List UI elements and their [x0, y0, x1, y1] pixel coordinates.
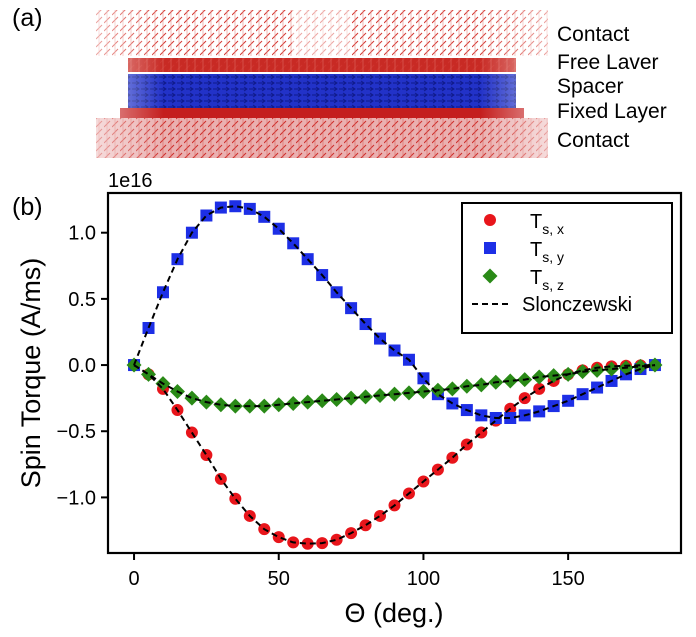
point-diamond-2-4 [184, 390, 200, 406]
point-diamond-2-6 [213, 397, 229, 413]
point-diamond-2-15 [343, 390, 359, 406]
layer-label-bottom-contact: Contact [557, 129, 630, 152]
point-diamond-2-22 [444, 381, 460, 397]
point-diamond-2-13 [314, 393, 330, 409]
y-tick-label: 0.5 [68, 289, 96, 311]
point-square-1-32 [591, 381, 604, 394]
layer-stack-illustration [96, 8, 548, 158]
legend-marker-circle [484, 214, 496, 226]
point-circle-0-12 [301, 537, 314, 550]
y-tick-label: −0.5 [57, 421, 96, 443]
layer-label-fixed-layer: Fixed Layer [557, 100, 667, 123]
layer-label-free-layer: Free Laver [557, 51, 659, 74]
point-diamond-2-11 [285, 395, 301, 411]
layer-label-spacer: Spacer [557, 75, 624, 98]
x-tick-label: 150 [551, 568, 584, 590]
legend-label-2: Ts, z [530, 267, 564, 293]
legend-label-0: Ts, x [530, 211, 564, 237]
point-square-1-7 [229, 200, 242, 213]
slonczewski-curve-1 [133, 205, 656, 419]
point-square-1-24 [475, 409, 488, 422]
point-square-1-2 [156, 286, 169, 299]
slonczewski-curve-2 [133, 364, 656, 408]
point-diamond-2-17 [372, 388, 388, 403]
legend-frame [461, 202, 673, 334]
point-circle-0-14 [330, 533, 343, 546]
x-tick-label: 0 [128, 568, 139, 590]
point-diamond-2-20 [415, 384, 431, 400]
x-tick-label: 100 [407, 568, 440, 590]
legend-label-slonczewski: Slonczewski [522, 294, 632, 316]
edge-fade [96, 8, 548, 158]
point-square-1-30 [562, 394, 575, 407]
y-tick-label: −1.0 [57, 487, 96, 509]
y-tick-label: 1.0 [68, 223, 96, 245]
legend-marker-square [484, 242, 496, 254]
panel-a-label: (a) [12, 4, 43, 32]
point-circle-0-10 [272, 531, 285, 544]
point-circle-0-16 [359, 519, 372, 532]
point-diamond-2-9 [256, 398, 272, 414]
panel-b-label: (b) [12, 193, 43, 221]
legend-label-1: Ts, y [530, 239, 564, 265]
y-tick-label: 0.0 [68, 355, 96, 377]
point-circle-0-5 [200, 449, 213, 462]
layer-label-top-contact: Contact [557, 23, 630, 46]
y-offset-text: 1e16 [108, 170, 153, 192]
x-axis-label: Θ (deg.) [344, 598, 443, 628]
x-ticks: 0 50 100 150 [128, 553, 585, 590]
point-diamond-2-24 [473, 377, 489, 393]
point-diamond-2-26 [502, 373, 518, 389]
point-square-1-1 [142, 322, 155, 334]
plot-frame [106, 191, 683, 555]
y-axis-label: Spin Torque (A/ms) [16, 258, 46, 489]
point-square-1-26 [504, 412, 517, 424]
x-tick-label: 50 [268, 568, 290, 590]
point-diamond-2-28 [531, 369, 547, 385]
legend-marker-diamond [482, 268, 498, 284]
y-ticks: 1.0 0.5 0.0 −0.5 −1.0 [57, 223, 108, 509]
slonczewski-overlay [133, 205, 656, 545]
